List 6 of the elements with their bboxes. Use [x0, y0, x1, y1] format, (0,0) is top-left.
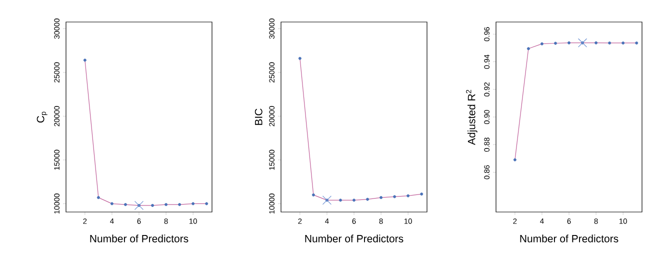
x-axis-title: Number of Predictors	[305, 234, 404, 242]
x-axis-title: Number of Predictors	[520, 234, 618, 242]
x-axis-title: Number of Predictors	[90, 234, 188, 242]
y-axis-title: Adjusted R$^{2}$	[466, 90, 478, 145]
y-axis-title: BIC	[254, 108, 262, 125]
y-axis-title: C$_{p}$	[36, 112, 48, 123]
